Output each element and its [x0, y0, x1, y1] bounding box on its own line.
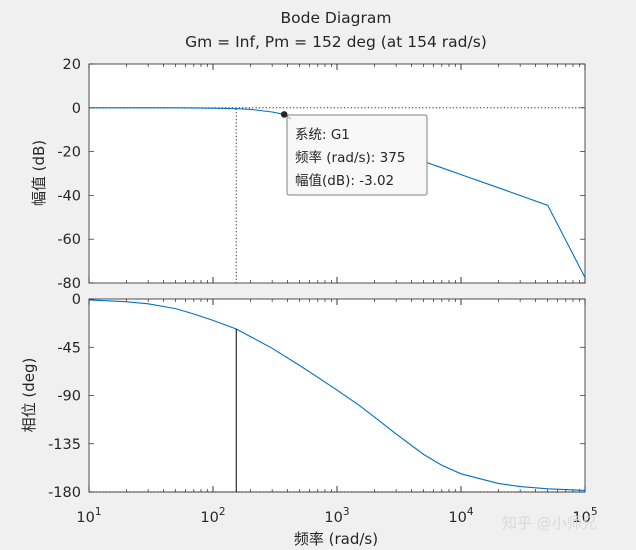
x-tick-label: 102 [200, 506, 225, 526]
magnitude-ytick-label: -20 [57, 145, 81, 161]
chart-subtitle: Gm = Inf, Pm = 152 deg (at 154 rad/s) [185, 33, 487, 51]
phase-axes[interactable] [88, 298, 586, 493]
x-tick-label: 103 [324, 506, 349, 526]
datatip[interactable]: 系统: G1 频率 (rad/s): 375 幅值(dB): -3.02 [280, 111, 428, 196]
phase-ytick-label: 0 [72, 292, 81, 308]
phase-ytick-label: -45 [57, 340, 81, 356]
datatip-box [286, 114, 428, 196]
phase-ytick-label: -135 [48, 437, 81, 453]
x-tick-label: 104 [448, 506, 473, 526]
magnitude-ytick-label: -40 [57, 188, 81, 204]
datatip-line-system: 系统: G1 [295, 127, 350, 143]
magnitude-ytick-label: -80 [57, 276, 81, 292]
magnitude-ytick-label: -60 [57, 232, 81, 248]
phase-series-line[interactable] [88, 299, 586, 491]
magnitude-ytick-label: 20 [63, 57, 81, 73]
magnitude-ylabel: 幅值 (dB) [30, 140, 48, 206]
phase-ylabel: 相位 (deg) [20, 358, 38, 433]
datatip-line-magnitude: 幅值(dB): -3.02 [295, 173, 394, 189]
x-tick-label: 105 [572, 506, 597, 526]
chart-title: Bode Diagram [281, 9, 392, 27]
datatip-point[interactable] [280, 111, 288, 118]
x-tick-label: 101 [76, 506, 101, 526]
x-tick-labels: 101 102 103 104 105 [76, 506, 597, 526]
watermark: 知乎 @小师兄 [502, 514, 597, 532]
datatip-line-frequency: 频率 (rad/s): 375 [295, 149, 405, 166]
phase-ytick-label: -90 [57, 389, 81, 405]
phase-layer: 0 -45 -90 -135 -180 [48, 292, 586, 501]
magnitude-ytick-label: 0 [72, 101, 81, 117]
x-axis-label: 频率 (rad/s) [294, 530, 378, 548]
phase-ytick-label: -180 [48, 485, 81, 501]
